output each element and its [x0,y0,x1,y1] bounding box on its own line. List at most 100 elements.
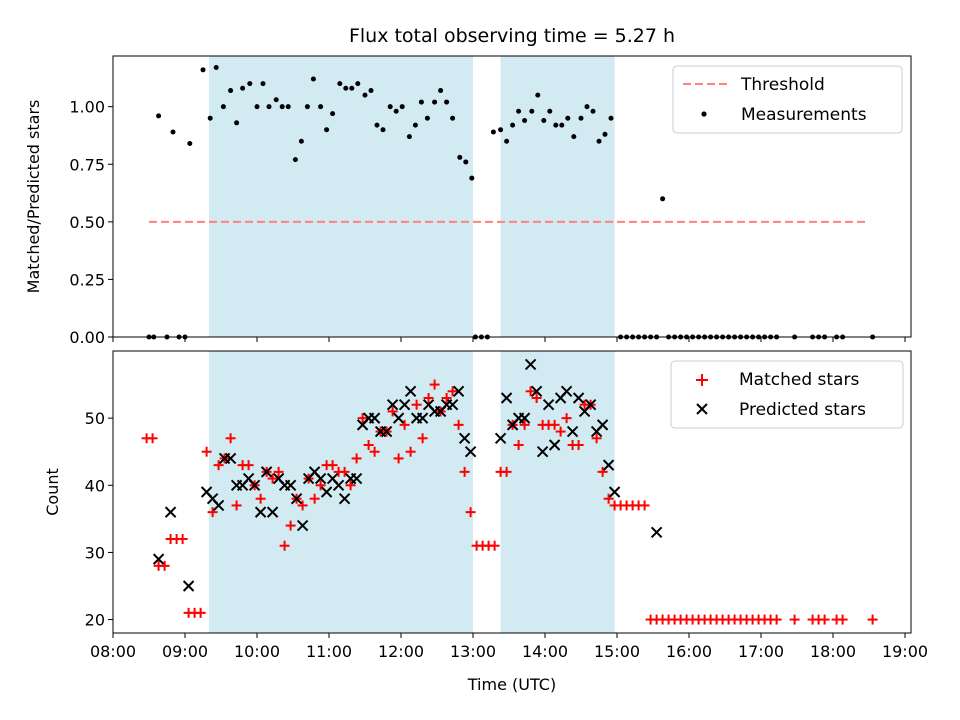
predicted-stars-point [464,446,477,458]
matched-stars-point [309,493,320,504]
measurement-point [510,122,516,128]
matched-stars-point [549,419,560,430]
bottom-y-axis-label: Count [43,468,62,516]
top-x-ticks [112,337,906,342]
bottom-legend: Matched stars Predicted stars [670,360,904,429]
measurement-point [247,81,253,87]
x-tick-label: 18:00 [810,642,856,661]
predicted-stars-point [224,452,237,465]
predicted-stars-point [368,412,381,424]
predicted-stars-point [524,358,537,371]
measurement-point [187,141,193,147]
top-panel: 0.00 0.25 0.50 0.75 1.00 Matched/Predicted s… [24,55,912,347]
measurement-point [444,99,450,105]
x-tick-label: 19:00 [882,642,928,661]
predicted-stars-point [320,486,333,498]
matched-stars-point [285,520,296,531]
matched-stars-point [213,460,224,471]
x-tick-label: 09:00 [162,642,208,661]
measurement-point [432,99,438,105]
measurement-point [450,115,456,121]
predicted-stars-point [518,412,531,424]
matched-stars-point [519,419,530,430]
legend-predicted-swatch [696,403,708,415]
measurement-point [324,127,330,133]
legend-predicted-label: Predicted stars [739,400,866,420]
matched-stars-point [339,466,350,477]
measurement-point [490,129,496,135]
y-tick-label: 0.75 [69,155,105,174]
matched-stars-point [159,560,170,571]
predicted-stars-point [548,439,561,451]
measurement-point [516,108,522,114]
measurement-point [571,134,577,140]
predicted-stars-point [254,506,267,518]
measurement-point [380,127,386,133]
measurement-point [498,127,504,133]
matched-stars-point [363,440,374,450]
measurement-point [220,104,226,110]
measurement-point [457,154,463,160]
measurement-point [234,120,240,126]
top-y-ticks: 0.00 0.25 0.50 0.75 1.00 [69,98,113,347]
matched-stars-point [399,419,410,430]
measurement-point [424,115,430,121]
measurement-point [387,104,393,110]
predicted-stars-point [494,432,507,444]
top-y-axis-label: Matched/Predicted stars [24,100,43,294]
observing-window-shade [500,351,615,633]
measurement-point [541,117,547,123]
predicted-stars-point [152,553,165,565]
matched-stars-point [771,614,782,625]
matched-stars-point [393,453,404,464]
measurement-point [608,115,614,121]
measurement-point [374,122,380,128]
measurement-point [660,196,666,202]
top-legend-box [672,65,903,134]
matched-stars-point [423,393,434,403]
matched-stars-point [267,473,278,484]
measurement-point [399,104,405,110]
matched-stars-point [597,466,608,477]
predicted-stars-point [446,399,459,411]
measurement-point [362,92,368,98]
matched-stars-point [231,500,242,511]
legend-matched-swatch [696,374,708,386]
predicted-stars-point [332,479,345,491]
matched-stars-point [561,413,572,424]
measurement-point [156,113,162,119]
measurement-point [469,175,475,181]
predicted-stars-point [296,519,309,532]
measurement-point [547,108,553,114]
measurement-point [266,104,272,110]
measurement-point [292,157,298,163]
y-tick-label: 0.50 [69,213,105,232]
measurement-point [412,122,418,128]
y-tick-label: 40 [85,476,105,495]
predicted-stars-point [338,493,351,505]
matched-stars-point [531,393,542,403]
matched-stars-point [447,386,458,397]
predicted-stars-point [500,392,513,404]
x-tick-label: 10:00 [234,642,280,661]
matched-stars-point [297,500,308,511]
measurement-point [463,159,469,165]
observing-window-shade [209,56,473,337]
measurement-point [318,104,324,110]
measurement-point [285,104,291,110]
measurement-point [406,134,412,140]
y-tick-label: 1.00 [69,98,105,117]
bottom-legend-box [670,360,904,429]
matched-stars-point [489,540,500,551]
y-tick-label: 30 [85,543,105,562]
predicted-stars-point [182,580,195,592]
measurement-point [240,85,246,91]
measurement-point [602,131,608,137]
matched-stars-point [327,460,338,471]
x-tick-label: 11:00 [306,642,352,661]
predicted-stars-point [602,459,615,471]
matched-stars-point [465,507,476,518]
matched-stars-point [867,614,878,625]
predicted-stars-point [650,526,663,538]
x-tick-label: 13:00 [450,642,496,661]
